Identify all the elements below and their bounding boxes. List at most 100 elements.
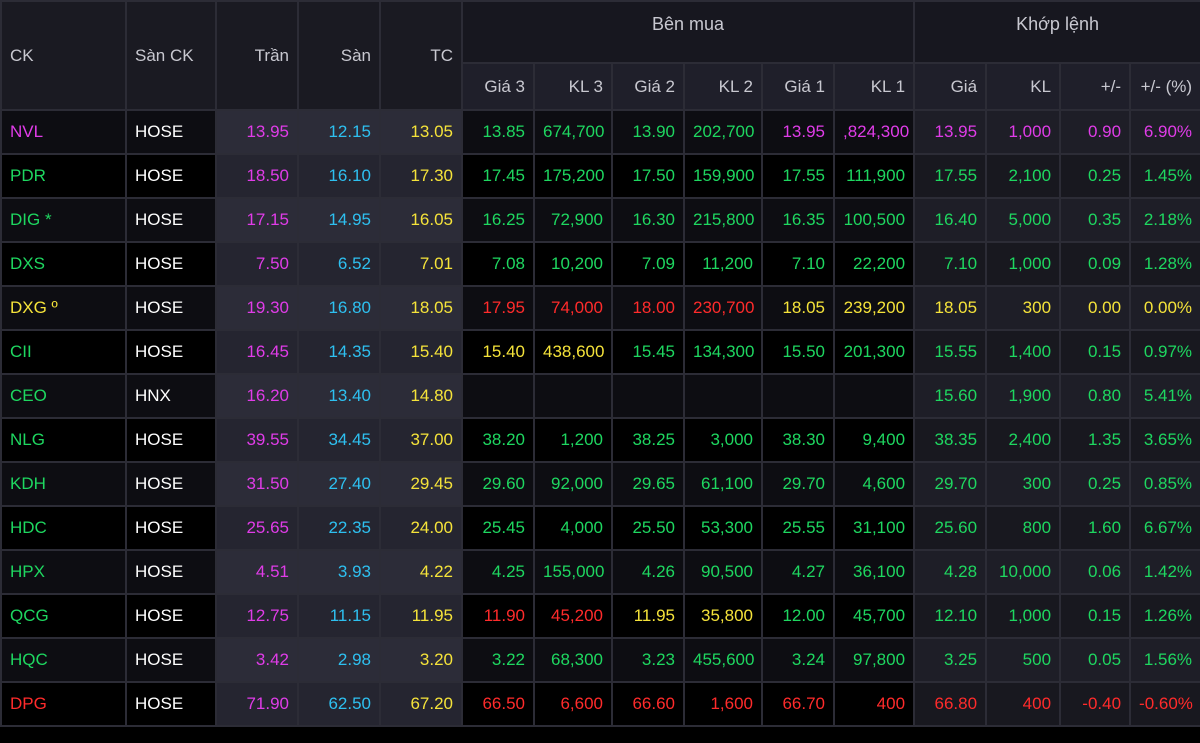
ceiling-price-cell: 19.30 [215, 285, 299, 331]
change-cell: 0.05 [1059, 637, 1132, 683]
table-row[interactable]: CII HOSE 16.45 14.35 15.40 15.40 438,600 15.45 1… [0, 329, 1200, 375]
change-pct-cell: 1.28% [1129, 241, 1200, 287]
group-header-buy-side: Bên mua [460, 0, 916, 64]
symbol-cell[interactable]: NLG [0, 417, 127, 463]
match-vol-cell: 800 [985, 505, 1062, 551]
change-cell: 0.15 [1059, 329, 1132, 375]
symbol-cell[interactable]: HDC [0, 505, 127, 551]
bid-vol-2-cell: 134,300 [683, 329, 763, 375]
table-row[interactable]: NVL HOSE 13.95 12.15 13.05 13.85 674,700 13.90 2… [0, 109, 1200, 155]
col-header-bid-vol-2[interactable]: KL 2 [683, 62, 763, 111]
match-price-cell: 4.28 [913, 549, 988, 595]
bid-price-1-cell: 18.05 [761, 285, 835, 331]
col-header-ceiling[interactable]: Trần [215, 0, 299, 111]
symbol-cell[interactable]: DIG * [0, 197, 127, 243]
match-price-cell: 18.05 [913, 285, 988, 331]
bid-vol-1-cell: 97,800 [832, 637, 916, 683]
table-row[interactable]: DPG HOSE 71.90 62.50 67.20 66.50 6,600 66.60 1,6… [0, 681, 1200, 727]
table-row[interactable]: CEO HNX 16.20 13.40 14.80 15.60 1,900 0.80 5.41% [0, 373, 1200, 419]
reference-price-cell: 3.20 [379, 637, 463, 683]
bid-vol-1-cell: ,824,300 [832, 109, 916, 155]
exchange-cell: HOSE [125, 197, 217, 243]
bid-vol-2-cell: 215,800 [683, 197, 763, 243]
bid-price-2-cell: 4.26 [611, 549, 685, 595]
table-row[interactable]: NLG HOSE 39.55 34.45 37.00 38.20 1,200 38.25 3,0… [0, 417, 1200, 463]
reference-price-cell: 7.01 [379, 241, 463, 287]
floor-price-cell: 11.15 [297, 593, 381, 639]
bid-vol-1-cell: 400 [832, 681, 916, 727]
bid-price-3-cell: 25.45 [461, 505, 535, 551]
col-header-bid-price-1[interactable]: Giá 1 [761, 62, 835, 111]
floor-price-cell: 34.45 [297, 417, 381, 463]
symbol-cell[interactable]: DXS [0, 241, 127, 287]
col-header-exchange[interactable]: Sàn CK [125, 0, 217, 111]
symbol-cell[interactable]: QCG [0, 593, 127, 639]
reference-price-cell: 29.45 [379, 461, 463, 507]
exchange-cell: HOSE [125, 505, 217, 551]
match-vol-cell: 300 [985, 285, 1062, 331]
change-pct-cell: -0.60% [1129, 681, 1200, 727]
bid-price-2-cell: 25.50 [611, 505, 685, 551]
col-header-reference[interactable]: TC [379, 0, 463, 111]
table-row[interactable]: HPX HOSE 4.51 3.93 4.22 4.25 155,000 4.26 90,500… [0, 549, 1200, 595]
floor-price-cell: 62.50 [297, 681, 381, 727]
match-vol-cell: 1,400 [985, 329, 1062, 375]
bid-vol-1-cell: 9,400 [832, 417, 916, 463]
bid-vol-3-cell: 45,200 [533, 593, 613, 639]
match-price-cell: 38.35 [913, 417, 988, 463]
change-cell: 0.06 [1059, 549, 1132, 595]
table-row[interactable]: KDH HOSE 31.50 27.40 29.45 29.60 92,000 29.65 61… [0, 461, 1200, 507]
change-cell: 0.25 [1059, 461, 1132, 507]
bid-vol-2-cell: 3,000 [683, 417, 763, 463]
symbol-cell[interactable]: NVL [0, 109, 127, 155]
table-row[interactable]: QCG HOSE 12.75 11.15 11.95 11.90 45,200 11.95 35… [0, 593, 1200, 639]
bid-vol-1-cell: 201,300 [832, 329, 916, 375]
ceiling-price-cell: 4.51 [215, 549, 299, 595]
bid-price-3-cell: 4.25 [461, 549, 535, 595]
bid-price-2-cell: 7.09 [611, 241, 685, 287]
change-cell: 1.35 [1059, 417, 1132, 463]
bid-vol-2-cell: 11,200 [683, 241, 763, 287]
match-vol-cell: 1,000 [985, 109, 1062, 155]
symbol-cell[interactable]: DXG º [0, 285, 127, 331]
ceiling-price-cell: 31.50 [215, 461, 299, 507]
match-vol-cell: 500 [985, 637, 1062, 683]
bid-vol-2-cell: 90,500 [683, 549, 763, 595]
bid-vol-1-cell: 239,200 [832, 285, 916, 331]
col-header-bid-vol-1[interactable]: KL 1 [832, 62, 916, 111]
bid-vol-3-cell: 155,000 [533, 549, 613, 595]
col-header-ck[interactable]: CK [0, 0, 127, 111]
symbol-cell[interactable]: HQC [0, 637, 127, 683]
col-header-change[interactable]: +/- [1059, 62, 1132, 111]
reference-price-cell: 14.80 [379, 373, 463, 419]
match-vol-cell: 1,000 [985, 593, 1062, 639]
match-vol-cell: 1,000 [985, 241, 1062, 287]
bid-price-2-cell: 3.23 [611, 637, 685, 683]
bid-vol-3-cell: 1,200 [533, 417, 613, 463]
symbol-cell[interactable]: DPG [0, 681, 127, 727]
reference-price-cell: 11.95 [379, 593, 463, 639]
col-header-bid-vol-3[interactable]: KL 3 [533, 62, 613, 111]
col-header-match-price[interactable]: Giá [913, 62, 988, 111]
table-row[interactable]: DXS HOSE 7.50 6.52 7.01 7.08 10,200 7.09 11,200 7… [0, 241, 1200, 287]
col-header-floor[interactable]: Sàn [297, 0, 381, 111]
symbol-cell[interactable]: CII [0, 329, 127, 375]
col-header-match-vol[interactable]: KL [985, 62, 1062, 111]
col-header-bid-price-2[interactable]: Giá 2 [611, 62, 685, 111]
symbol-cell[interactable]: KDH [0, 461, 127, 507]
match-vol-cell: 400 [985, 681, 1062, 727]
col-header-change-pct[interactable]: +/- (%) [1129, 62, 1200, 111]
ceiling-price-cell: 25.65 [215, 505, 299, 551]
table-row[interactable]: DXG º HOSE 19.30 16.80 18.05 17.95 74,000 18.00… [0, 285, 1200, 331]
reference-price-cell: 37.00 [379, 417, 463, 463]
col-header-bid-price-3[interactable]: Giá 3 [461, 62, 535, 111]
table-row[interactable]: HDC HOSE 25.65 22.35 24.00 25.45 4,000 25.50 53,… [0, 505, 1200, 551]
table-row[interactable]: HQC HOSE 3.42 2.98 3.20 3.22 68,300 3.23 455,600… [0, 637, 1200, 683]
table-row[interactable]: PDR HOSE 18.50 16.10 17.30 17.45 175,200 17.50 1… [0, 153, 1200, 199]
symbol-cell[interactable]: CEO [0, 373, 127, 419]
bid-price-3-cell: 15.40 [461, 329, 535, 375]
bid-price-3-cell: 3.22 [461, 637, 535, 683]
table-row[interactable]: DIG * HOSE 17.15 14.95 16.05 16.25 72,900 16.30… [0, 197, 1200, 243]
symbol-cell[interactable]: PDR [0, 153, 127, 199]
symbol-cell[interactable]: HPX [0, 549, 127, 595]
